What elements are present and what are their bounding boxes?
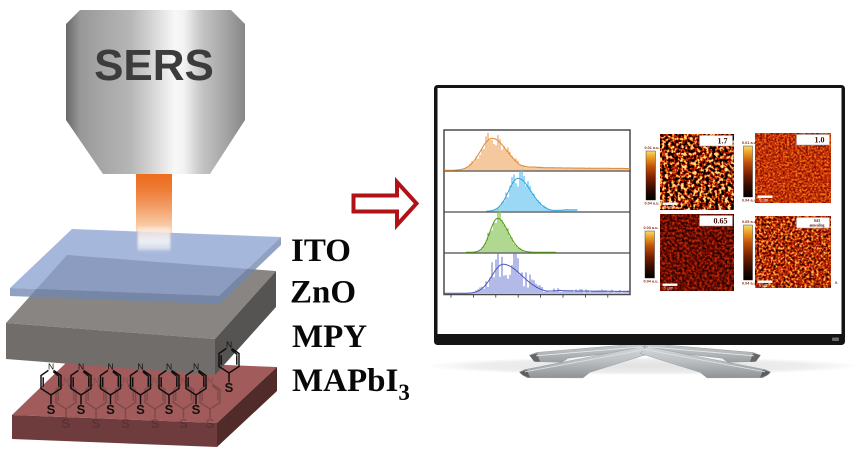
svg-text:N: N xyxy=(48,362,54,372)
svg-text:S: S xyxy=(179,416,188,431)
svg-text:S: S xyxy=(62,416,71,431)
svg-text:N: N xyxy=(166,362,172,372)
svg-text:0.03 a.u.: 0.03 a.u. xyxy=(644,226,659,230)
svg-text:MAPbI3: MAPbI3 xyxy=(292,363,410,405)
svg-text:N: N xyxy=(137,362,143,372)
svg-text:N: N xyxy=(180,376,186,386)
svg-text:5 μm: 5 μm xyxy=(664,286,674,291)
svg-text:ZnO: ZnO xyxy=(290,275,356,311)
svg-text:0.01 a.u.: 0.01 a.u. xyxy=(742,141,757,145)
svg-text:1.0: 1.0 xyxy=(815,136,825,145)
svg-text:N: N xyxy=(107,362,113,372)
svg-text:5 μm: 5 μm xyxy=(759,283,769,288)
svg-text:annealing: annealing xyxy=(810,223,825,227)
svg-text:0.04 a.u.: 0.04 a.u. xyxy=(742,199,757,203)
svg-text:S: S xyxy=(136,402,145,417)
svg-text:5 μm: 5 μm xyxy=(664,205,674,210)
svg-text:N: N xyxy=(78,362,84,372)
svg-text:S: S xyxy=(151,416,160,431)
svg-text:0.: 0. xyxy=(835,281,838,285)
svg-text:0.01 a.u.: 0.01 a.u. xyxy=(645,146,660,150)
svg-text:S: S xyxy=(192,402,201,417)
svg-text:N: N xyxy=(63,376,69,386)
svg-text:ITO: ITO xyxy=(291,233,351,269)
svg-text:SERS: SERS xyxy=(94,41,214,90)
svg-text:S: S xyxy=(165,402,174,417)
svg-text:N: N xyxy=(152,376,158,386)
svg-text:N: N xyxy=(226,340,232,350)
svg-text:0.05 a.u.: 0.05 a.u. xyxy=(742,220,757,224)
svg-text:0.04 a.u.: 0.04 a.u. xyxy=(645,202,660,206)
svg-text:S: S xyxy=(92,416,101,431)
svg-text:N: N xyxy=(193,362,199,372)
svg-text:S: S xyxy=(206,416,215,431)
svg-text:S: S xyxy=(225,380,234,395)
svg-text:N: N xyxy=(207,376,213,386)
svg-text:S: S xyxy=(77,402,86,417)
svg-text:MPY: MPY xyxy=(292,319,367,355)
svg-text:N: N xyxy=(122,376,128,386)
svg-text:N: N xyxy=(93,376,99,386)
svg-text:S: S xyxy=(121,416,130,431)
svg-text:S: S xyxy=(106,402,115,417)
svg-text:S: S xyxy=(47,402,56,417)
svg-text:1.7: 1.7 xyxy=(718,137,728,146)
svg-text:5 μm: 5 μm xyxy=(759,198,769,203)
svg-text:0.63: 0.63 xyxy=(814,219,820,223)
svg-text:0.65: 0.65 xyxy=(714,217,728,226)
svg-text:0.04 a.u.: 0.04 a.u. xyxy=(644,280,659,284)
svg-text:0.04 a.u.: 0.04 a.u. xyxy=(742,282,757,286)
